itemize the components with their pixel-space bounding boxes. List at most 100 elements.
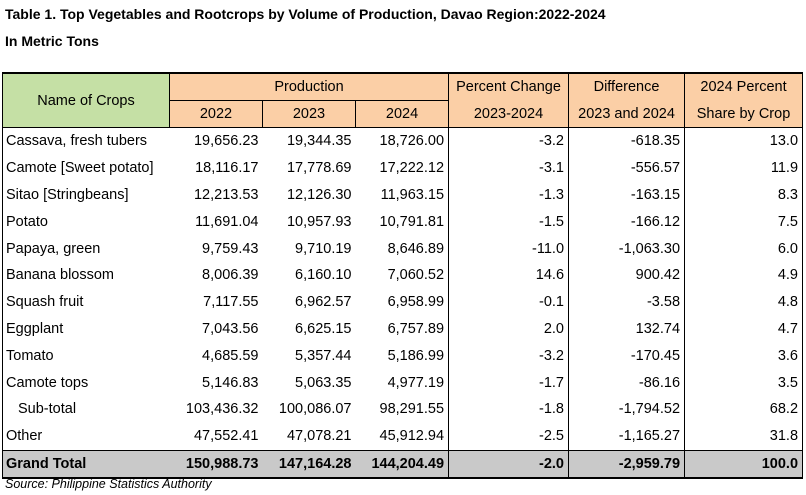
header-difference-period: 2023 and 2024 — [568, 100, 686, 128]
percent-share: 31.8 — [684, 422, 804, 451]
production-2023: 6,625.15 — [295, 320, 352, 337]
production-2024: 8,646.89 — [355, 235, 450, 262]
production-2023: 10,957.93 — [286, 213, 352, 230]
production-2022: 150,988.73 — [169, 449, 263, 480]
percent-share: 3.6 — [684, 342, 804, 370]
header-percent-change: Percent Change — [448, 72, 570, 101]
percent-change: -11.0 — [448, 235, 570, 262]
production-2023: 5,063.35 — [295, 374, 352, 391]
crop-name: Camote [Sweet potato] — [2, 154, 170, 182]
percent-change: -1.8 — [448, 395, 570, 423]
production-2024: 11,963.15 — [355, 181, 450, 209]
production-2024: 4,977.19 — [355, 369, 450, 396]
production-2023: 17,778.69 — [286, 160, 352, 177]
production-2024: 7,060.52 — [355, 261, 450, 289]
crop-name: Other — [2, 422, 170, 451]
production-2024: 5,186.99 — [355, 342, 450, 370]
production-2023: 19,344.35 — [286, 133, 352, 150]
source-note: Source: Philippine Statistics Authority — [5, 477, 212, 491]
crop-name: Papaya, green — [2, 235, 170, 262]
percent-change: -1.5 — [448, 208, 570, 236]
production-2023: 6,962.57 — [295, 294, 352, 311]
crop-name: Sub-total — [2, 395, 170, 423]
table-row: Sitao [Stringbeans] 12,213.53 12,126.30 11,… — [2, 181, 804, 209]
table-row: Tomato 4,685.59 5,357.44 5,186.99 -3.2 -170.4… — [2, 342, 804, 370]
percent-share: 68.2 — [684, 395, 804, 423]
production-2022: 18,116.17 — [195, 160, 259, 177]
production-2022: 11,691.04 — [195, 213, 259, 230]
difference: -1,063.30 — [568, 235, 686, 262]
table-row: Papaya, green 9,759.43 9,710.19 8,646.89 -11… — [2, 235, 804, 262]
percent-change: -3.2 — [448, 342, 570, 370]
crop-name: Camote tops — [2, 369, 170, 396]
production-2024: 10,791.81 — [355, 208, 450, 236]
production-2023: 5,357.44 — [295, 347, 352, 364]
production-2022: 7,043.56 — [202, 320, 259, 337]
percent-share: 8.3 — [684, 181, 804, 209]
table-row: Squash fruit 7,117.55 6,962.57 6,958.99 -0.1… — [2, 288, 804, 316]
percent-change: -1.3 — [448, 181, 570, 209]
production-2024: 144,204.49 — [355, 449, 450, 480]
percent-share: 4.9 — [684, 261, 804, 289]
percent-change: 2.0 — [448, 315, 570, 343]
percent-share: 4.8 — [684, 288, 804, 316]
percent-share: 6.0 — [684, 235, 804, 262]
header-name-of-crops: Name of Crops — [2, 72, 170, 128]
production-2023: 147,164.28 — [262, 449, 356, 480]
header-percent-change-period: 2023-2024 — [448, 100, 570, 128]
crop-name: Sitao [Stringbeans] — [2, 181, 170, 209]
crop-name: Cassava, fresh tubers — [2, 127, 170, 155]
percent-share: 4.7 — [684, 315, 804, 343]
header-year-2024: 2024 — [354, 100, 450, 128]
table-row: Camote [Sweet potato] 18,116.17 17,778.69 1… — [2, 154, 804, 182]
crop-name: Eggplant — [2, 315, 170, 343]
percent-change: -2.0 — [448, 449, 570, 480]
production-2023: 12,126.30 — [286, 186, 352, 203]
percent-change: -3.2 — [448, 127, 570, 155]
production-2023: 47,078.21 — [286, 428, 352, 445]
production-2024: 17,222.12 — [355, 154, 450, 182]
difference: -86.16 — [568, 369, 686, 396]
production-2022: 103,436.32 — [185, 401, 259, 418]
table-title: Table 1. Top Vegetables and Rootcrops by… — [5, 6, 606, 22]
difference: 900.42 — [568, 261, 686, 289]
difference: -556.57 — [568, 154, 686, 182]
header-year-2022: 2022 — [169, 100, 263, 128]
header-production: Production — [168, 72, 450, 101]
difference: -166.12 — [568, 208, 686, 236]
production-2024: 98,291.55 — [355, 395, 450, 423]
crop-name: Potato — [2, 208, 170, 236]
percent-change: -2.5 — [448, 422, 570, 451]
table-row: Potato 11,691.04 10,957.93 10,791.81 -1.5 -16… — [2, 208, 804, 236]
production-2023: 6,160.10 — [295, 267, 352, 284]
percent-share: 13.0 — [684, 127, 804, 155]
production-2023: 100,086.07 — [278, 401, 352, 418]
grand-total-row: Grand Total 150,988.73 147,164.28 144,204.4… — [2, 449, 804, 480]
percent-share: 100.0 — [684, 449, 804, 480]
production-2022: 47,552.41 — [193, 428, 259, 445]
production-table: Name of Crops Production Percent Change … — [2, 72, 804, 480]
difference: -170.45 — [568, 342, 686, 370]
percent-change: 14.6 — [448, 261, 570, 289]
percent-change: -0.1 — [448, 288, 570, 316]
table-row: Cassava, fresh tubers 19,656.23 19,344.35 1… — [2, 127, 804, 155]
production-2022: 4,685.59 — [202, 347, 259, 364]
production-2022: 12,213.53 — [193, 186, 259, 203]
difference: -618.35 — [568, 127, 686, 155]
header-difference: Difference — [568, 72, 686, 101]
other-row: Other 47,552.41 47,078.21 45,912.94 -2.5 -1,1… — [2, 422, 804, 451]
difference: 132.74 — [568, 315, 686, 343]
table-row: Camote tops 5,146.83 5,063.35 4,977.19 -1.7-… — [2, 369, 804, 396]
production-2024: 18,726.00 — [355, 127, 450, 155]
crop-name: Banana blossom — [2, 261, 170, 289]
production-2022: 5,146.83 — [202, 374, 259, 391]
crop-name: Tomato — [2, 342, 170, 370]
difference: -1,794.52 — [568, 395, 686, 423]
percent-share: 7.5 — [684, 208, 804, 236]
crop-name: Squash fruit — [2, 288, 170, 316]
percent-change: -1.7 — [448, 369, 570, 396]
difference: -2,959.79 — [568, 449, 686, 480]
header-share: 2024 Percent — [684, 72, 804, 101]
production-2024: 6,757.89 — [355, 315, 450, 343]
header-share-subtitle: Share by Crop — [684, 100, 804, 128]
